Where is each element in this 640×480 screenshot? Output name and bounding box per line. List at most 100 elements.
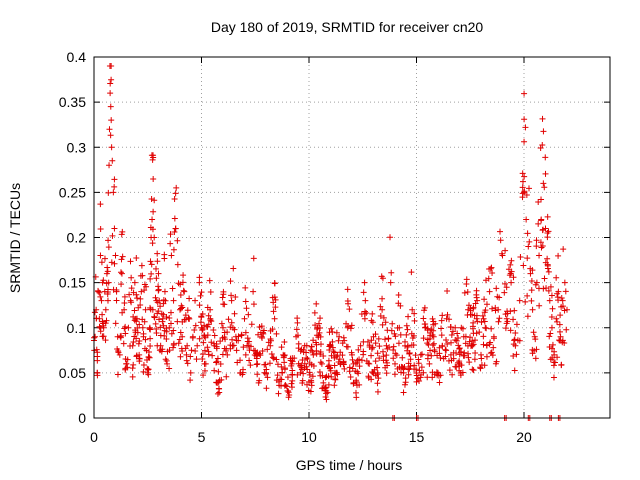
data-point — [563, 326, 570, 333]
data-point — [538, 196, 545, 203]
data-point — [317, 348, 324, 355]
data-point — [521, 138, 528, 145]
data-point — [544, 213, 551, 220]
data-point — [535, 285, 542, 292]
y-tick-label: 0.15 — [59, 275, 86, 291]
data-point — [304, 366, 311, 373]
data-point — [147, 304, 154, 311]
data-point — [532, 355, 539, 362]
data-point — [149, 226, 156, 233]
data-point — [510, 352, 517, 359]
data-point — [411, 317, 418, 324]
data-point — [105, 279, 112, 286]
data-point — [145, 353, 152, 360]
data-point — [152, 320, 159, 327]
data-point — [150, 175, 157, 182]
data-point — [127, 258, 134, 265]
data-point — [341, 365, 348, 372]
data-point — [188, 347, 195, 354]
data-point — [108, 76, 115, 83]
data-point — [535, 199, 542, 206]
data-point — [92, 333, 99, 340]
data-point — [458, 324, 465, 331]
data-point — [294, 371, 301, 378]
data-point — [121, 325, 128, 332]
data-point — [528, 278, 535, 285]
data-point — [214, 355, 221, 362]
data-point — [138, 262, 145, 269]
data-point — [392, 333, 399, 340]
data-point — [97, 324, 104, 331]
data-point — [356, 381, 363, 388]
data-point — [171, 196, 178, 203]
data-point — [122, 355, 129, 362]
data-point — [157, 324, 164, 331]
data-point — [542, 170, 549, 177]
data-point — [438, 325, 445, 332]
data-point — [216, 385, 223, 392]
data-point — [267, 336, 274, 343]
data-point — [227, 342, 234, 349]
data-point — [127, 342, 134, 349]
axis-ticks: 0 0.05 0.1 0.15 0.2 0.25 0.3 0.35 0.4 0 5 10 15 20 — [59, 49, 610, 445]
data-point — [372, 331, 379, 338]
data-point — [191, 327, 198, 334]
data-point — [123, 360, 130, 367]
data-point — [148, 152, 155, 159]
data-point — [263, 385, 270, 392]
data-point — [424, 355, 431, 362]
data-point — [277, 376, 284, 383]
data-point — [149, 216, 156, 223]
data-point — [108, 117, 115, 124]
data-point — [184, 342, 191, 349]
data-point — [109, 157, 116, 164]
data-point — [536, 302, 543, 309]
data-point — [313, 300, 320, 307]
data-point — [149, 240, 156, 247]
data-point — [486, 341, 493, 348]
data-point — [457, 349, 464, 356]
data-point — [175, 280, 182, 287]
data-point — [171, 228, 178, 235]
data-point — [397, 331, 404, 338]
data-point — [405, 366, 412, 373]
data-point — [366, 342, 373, 349]
data-point — [470, 305, 477, 312]
data-point — [105, 189, 112, 196]
data-point — [429, 342, 436, 349]
data-point — [181, 288, 188, 295]
data-point — [397, 302, 404, 309]
data-point — [178, 345, 185, 352]
data-point — [117, 269, 124, 276]
x-axis-label: GPS time / hours — [296, 457, 403, 473]
data-point — [239, 366, 246, 373]
data-point — [219, 334, 226, 341]
data-point — [516, 297, 523, 304]
data-point — [101, 255, 108, 262]
data-point — [521, 116, 528, 123]
data-point — [322, 393, 329, 400]
data-point — [215, 368, 222, 375]
data-point — [485, 275, 492, 282]
data-point — [288, 362, 295, 369]
data-point — [156, 297, 163, 304]
data-point — [525, 185, 532, 192]
data-point — [374, 388, 381, 395]
data-point — [479, 312, 486, 319]
data-point — [501, 289, 508, 296]
data-point — [156, 316, 163, 323]
data-point — [404, 343, 411, 350]
data-point — [328, 373, 335, 380]
data-point — [443, 347, 450, 354]
data-point — [214, 390, 221, 397]
data-point — [510, 274, 517, 281]
data-point — [219, 294, 226, 301]
data-point — [274, 361, 281, 368]
data-point — [456, 345, 463, 352]
data-point — [528, 287, 535, 294]
data-point — [431, 346, 438, 353]
data-point — [501, 280, 508, 287]
data-point — [273, 356, 280, 363]
data-point — [427, 347, 434, 354]
data-point — [193, 356, 200, 363]
